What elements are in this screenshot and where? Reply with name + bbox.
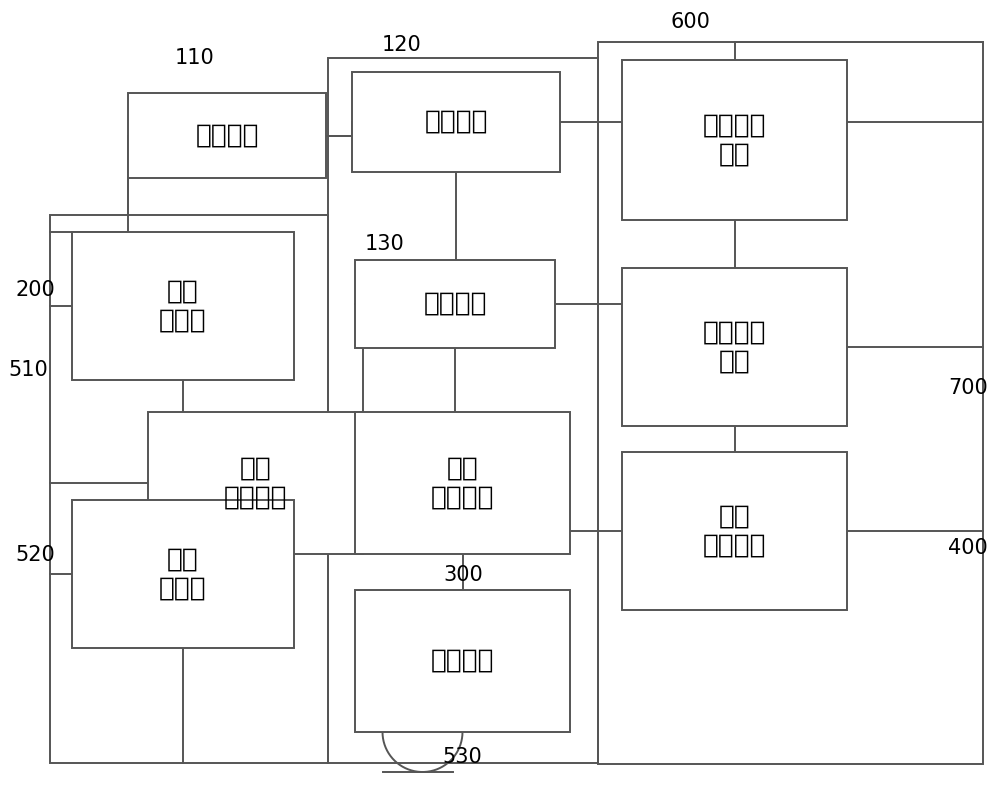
- Text: 手机检测: 手机检测: [703, 320, 766, 345]
- Text: 510: 510: [8, 360, 48, 380]
- Text: 存储件: 存储件: [159, 308, 207, 334]
- Text: 开关电路: 开关电路: [424, 109, 488, 135]
- Text: 400: 400: [948, 538, 988, 558]
- Text: 700: 700: [948, 378, 988, 398]
- Bar: [328, 58, 598, 763]
- Bar: [622, 60, 847, 220]
- Text: 供给电路: 供给电路: [224, 485, 287, 511]
- Bar: [355, 590, 570, 732]
- Bar: [72, 232, 294, 380]
- Bar: [598, 42, 983, 764]
- Bar: [148, 412, 363, 554]
- Text: 600: 600: [670, 12, 710, 32]
- Text: 液体: 液体: [167, 546, 199, 573]
- Bar: [355, 260, 555, 348]
- Text: 供给电路: 供给电路: [703, 533, 766, 559]
- Text: 130: 130: [365, 234, 405, 254]
- Bar: [72, 500, 294, 648]
- Text: 530: 530: [442, 747, 482, 767]
- Bar: [352, 72, 560, 172]
- Text: 电路: 电路: [719, 349, 750, 375]
- Text: 300: 300: [443, 565, 483, 585]
- Text: 气体: 气体: [240, 455, 271, 481]
- Text: 200: 200: [15, 280, 55, 300]
- Text: 液体: 液体: [447, 455, 478, 481]
- Text: 120: 120: [382, 35, 422, 55]
- Text: 520: 520: [15, 545, 55, 565]
- Text: 电源电路: 电源电路: [195, 122, 259, 148]
- Text: 电路: 电路: [719, 142, 750, 168]
- Text: 气体: 气体: [167, 278, 199, 305]
- Text: 计时调整: 计时调整: [703, 113, 766, 138]
- Bar: [622, 268, 847, 426]
- Bar: [355, 412, 570, 554]
- Bar: [128, 93, 326, 178]
- Text: 存储件: 存储件: [159, 576, 207, 602]
- Text: 110: 110: [175, 48, 215, 68]
- Bar: [50, 215, 328, 763]
- Bar: [622, 452, 847, 610]
- Text: 供给电路: 供给电路: [431, 485, 494, 511]
- Text: 臭氧: 臭氧: [719, 504, 750, 529]
- Text: 牙钻手机: 牙钻手机: [431, 648, 494, 674]
- Text: 主控电路: 主控电路: [423, 291, 487, 317]
